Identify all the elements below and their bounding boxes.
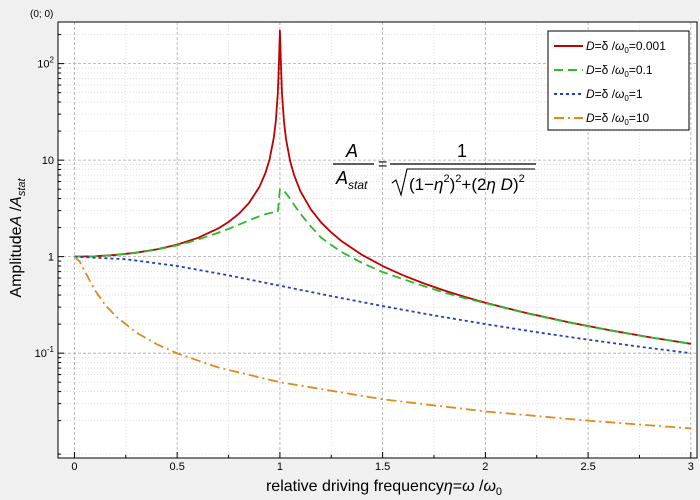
x-axis-label-eq: =: [453, 478, 462, 495]
equation-den-A: A: [335, 168, 348, 188]
x-tick-label: 1: [277, 461, 283, 473]
x-axis-label-prefix: relative driving frequency: [266, 478, 444, 495]
x-tick-label: 0: [71, 461, 77, 473]
equation-rhs-sq3: 2: [519, 173, 525, 185]
equation-num-A: A: [345, 141, 358, 161]
series-line-0: [74, 29, 691, 345]
equation-one: 1: [457, 141, 467, 161]
x-axis-label: relative driving frequencyη=ω /ω0: [266, 478, 502, 498]
x-tick-label: 3: [688, 461, 694, 473]
y-tick-label: 102: [37, 56, 54, 71]
y-axis-label-Astat-sub: stat: [16, 177, 28, 196]
equation-rhs-close2: ): [513, 175, 519, 194]
equation-den: Astat: [335, 168, 368, 192]
legend: D=δ /ω0=0.001 D=δ /ω0=0.1 D=δ /ω0=1 D=δ /ω0…: [547, 30, 690, 131]
y-axis-label-prefix: Amplitude: [8, 226, 25, 297]
equation-rhs-sq2: 2: [455, 173, 461, 185]
legend-label-2: D=δ /ω0=1: [586, 87, 643, 103]
equation-rhs-eta2: η: [486, 175, 495, 194]
x-tick-label: 0.5: [170, 461, 185, 473]
equation-rhs-D: D: [496, 175, 513, 194]
x-tick-label: 2.5: [580, 461, 595, 473]
y-axis-label: AmplitudeA /Astat: [8, 177, 28, 297]
equation-annotation: A Astat = 1 (1−η2)2+(2η D)2: [333, 141, 536, 198]
legend-label-1: D=δ /ω0=0.1: [586, 63, 653, 79]
legend-box: [547, 30, 690, 131]
plot-frame: [57, 21, 698, 459]
x-axis-label-eta: η: [444, 478, 453, 495]
legend-label-3: D=δ /ω0=10: [586, 111, 650, 127]
x-axis-label-slash: /: [475, 478, 484, 495]
x-axis-label-omega0-sub: 0: [496, 486, 502, 498]
equation-rhs-eta: η: [434, 175, 443, 194]
y-tick-label: 10-1: [35, 345, 55, 360]
x-tick-label: 2: [482, 461, 488, 473]
equation-rhs-1: (1−: [409, 175, 434, 194]
legend-label-0: D=δ /ω0=0.001: [586, 39, 666, 55]
y-axis-label-slash: /: [8, 206, 25, 215]
x-axis-label-omega: ω: [462, 478, 474, 495]
equation-rhs-plus: +: [461, 175, 471, 194]
y-axis-label-Astat: A: [8, 196, 25, 208]
axis-ticks: 0 0.5 1 1.5 2 2.5 3 10-1 1 10 102: [35, 34, 694, 473]
y-axis-label-A: A: [8, 216, 25, 228]
equation-equals: =: [378, 156, 387, 173]
x-tick-label: 1.5: [375, 461, 390, 473]
series-line-3: [73, 255, 691, 430]
series-line-2: [74, 255, 691, 355]
equation-rhs-2: (2: [471, 175, 486, 194]
equation-rhs-close: ): [450, 175, 456, 194]
x-axis-label-omega0: ω: [483, 478, 495, 495]
corner-label: (0; 0): [30, 9, 53, 20]
series-line-1: [74, 188, 691, 345]
y-tick-label: 1: [48, 252, 54, 264]
equation-rhs-sq1: 2: [444, 173, 450, 185]
equation-rhs: (1−η2)2+(2η D)2: [409, 173, 525, 194]
equation-den-sub: stat: [348, 178, 368, 192]
series-layer: [73, 29, 691, 430]
equation-sqrt-sign: [391, 168, 535, 198]
y-tick-label: 10: [42, 155, 54, 167]
